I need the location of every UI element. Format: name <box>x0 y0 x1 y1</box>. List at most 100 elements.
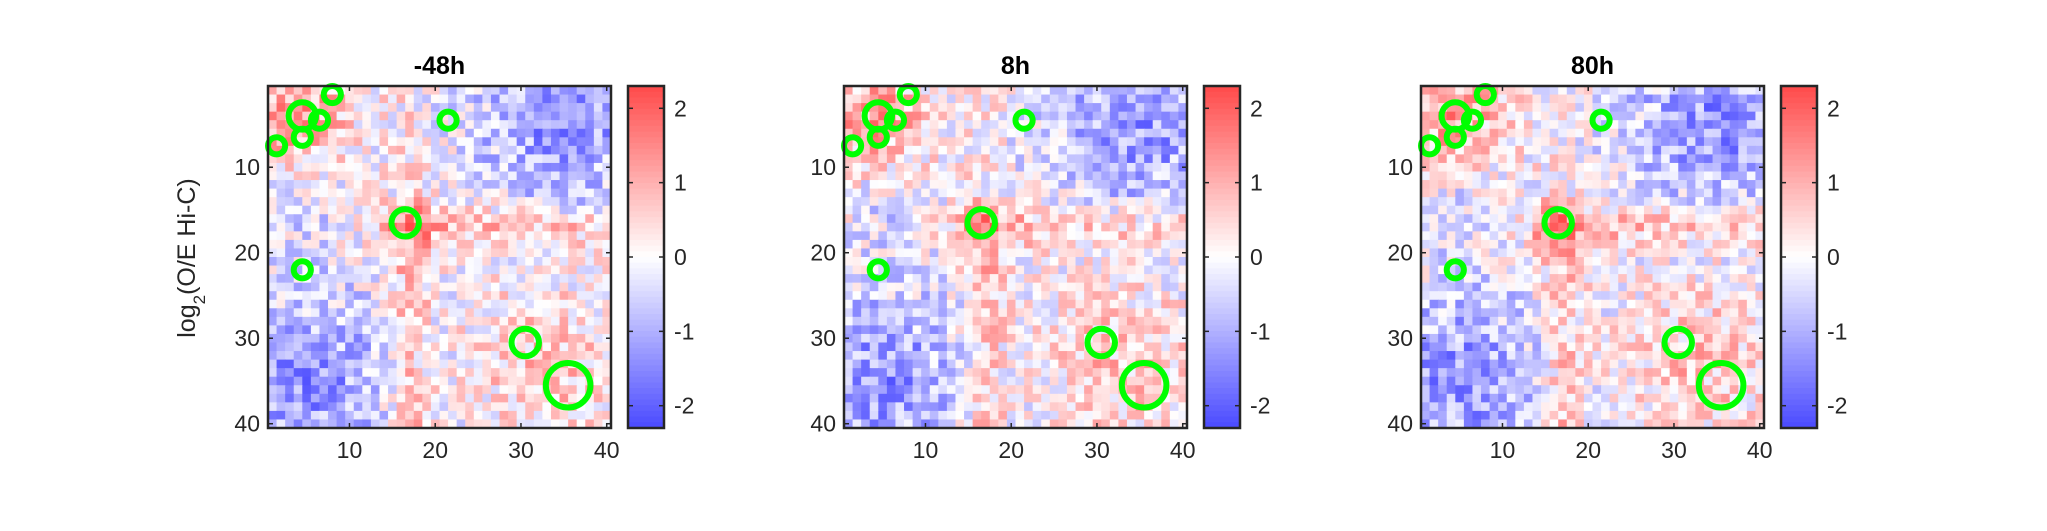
heatmap-cell <box>1506 214 1516 224</box>
heatmap-cell <box>1549 308 1559 318</box>
heatmap-cell <box>1152 316 1162 326</box>
heatmap-cell <box>1118 180 1128 190</box>
heatmap-cell <box>1118 239 1128 250</box>
heatmap-cell <box>1532 231 1542 241</box>
heatmap-cell <box>1455 214 1465 224</box>
heatmap-cell <box>989 120 999 130</box>
heatmap-cell <box>1686 351 1696 361</box>
heatmap-cell <box>465 265 475 275</box>
colorbar-segment <box>1204 296 1240 304</box>
heatmap-cell <box>938 333 948 344</box>
heatmap-cell <box>490 342 501 352</box>
heatmap-cell <box>989 197 999 207</box>
heatmap-cell <box>1421 188 1431 198</box>
heatmap-cell <box>972 325 982 335</box>
heatmap-cell <box>336 410 346 421</box>
heatmap-cell <box>1498 128 1508 138</box>
colorbar-segment <box>1204 222 1240 230</box>
heatmap-cell <box>1601 385 1611 395</box>
heatmap-cell <box>1506 351 1516 361</box>
heatmap-cell <box>1566 128 1576 138</box>
heatmap-cell <box>1746 180 1757 190</box>
heatmap-cell <box>1523 180 1534 190</box>
heatmap-cell <box>1669 410 1679 421</box>
heatmap-cell <box>1015 316 1025 326</box>
heatmap-cell <box>319 291 329 301</box>
heatmap-cell <box>1058 214 1068 224</box>
heatmap-cell <box>1541 291 1551 301</box>
heatmap-cell <box>844 291 854 301</box>
heatmap-cell <box>1489 410 1499 421</box>
heatmap-cell <box>1506 291 1516 301</box>
heatmap-cell <box>895 308 905 318</box>
heatmap-cell <box>1661 308 1671 318</box>
heatmap-cell <box>878 342 888 352</box>
heatmap-cell <box>1438 86 1448 96</box>
heatmap-cell <box>869 385 879 395</box>
heatmap-cell <box>473 231 483 241</box>
heatmap-cell <box>1049 162 1059 173</box>
heatmap-cell <box>1075 368 1085 378</box>
heatmap-cell <box>405 385 415 395</box>
heatmap-cell <box>1515 145 1525 155</box>
colorbar-segment <box>1204 177 1240 184</box>
heatmap-cell <box>525 120 535 130</box>
x-tick-label: 10 <box>337 437 363 463</box>
heatmap-cell <box>1601 376 1611 386</box>
heatmap-cell <box>1446 410 1456 421</box>
heatmap-cell <box>508 214 518 224</box>
heatmap-cell <box>353 222 363 232</box>
heatmap-cell <box>516 410 526 421</box>
heatmap-cell <box>1135 393 1145 403</box>
heatmap-cell <box>1489 282 1499 292</box>
heatmap-cell <box>362 393 372 403</box>
heatmap-cell <box>1161 291 1171 301</box>
heatmap-cell <box>1178 257 1188 267</box>
heatmap-cell <box>1601 239 1611 250</box>
heatmap-cell <box>1558 325 1568 335</box>
heatmap-cell <box>439 299 449 309</box>
heatmap-cell <box>516 120 526 130</box>
heatmap-cell <box>1618 308 1628 318</box>
heatmap-cell <box>1506 128 1516 138</box>
heatmap-cell <box>1721 325 1731 335</box>
heatmap-cell <box>285 282 295 292</box>
heatmap-cell <box>998 137 1008 147</box>
heatmap-cell <box>1066 162 1077 173</box>
heatmap-cell <box>542 94 552 104</box>
heatmap-cell <box>268 111 278 121</box>
heatmap-cell <box>1049 265 1059 275</box>
heatmap-cell <box>989 308 999 318</box>
heatmap-cell <box>861 316 871 326</box>
heatmap-cell <box>1601 402 1611 412</box>
heatmap-cell <box>972 368 982 378</box>
heatmap-cell <box>1592 205 1602 215</box>
heatmap-cell <box>964 265 974 275</box>
colorbar-segment <box>628 262 664 269</box>
heatmap-cell <box>1126 171 1137 181</box>
heatmap-cell <box>405 94 415 104</box>
heatmap-cell <box>1421 385 1431 395</box>
heatmap-cell <box>370 162 381 173</box>
colorbar-segment <box>1204 410 1240 418</box>
heatmap-cell <box>1118 145 1128 155</box>
heatmap-cell <box>921 145 931 155</box>
heatmap-cell <box>533 120 543 130</box>
heatmap-cell <box>276 120 286 130</box>
heatmap-cell <box>533 180 543 190</box>
heatmap-cell <box>576 291 586 301</box>
heatmap-cell <box>285 94 295 104</box>
heatmap-cell <box>388 257 398 267</box>
heatmap-cell <box>998 291 1008 301</box>
heatmap-cell <box>1703 248 1714 258</box>
heatmap-cell <box>844 222 854 232</box>
heatmap-cell <box>1015 171 1025 181</box>
heatmap-cell <box>1178 120 1188 130</box>
heatmap-cell <box>1058 333 1068 344</box>
heatmap-cell <box>533 197 543 207</box>
heatmap-cell <box>1678 333 1688 344</box>
heatmap-cell <box>319 410 329 421</box>
heatmap-cell <box>1109 231 1119 241</box>
heatmap-cell <box>861 145 871 155</box>
heatmap-cell <box>1032 308 1042 318</box>
